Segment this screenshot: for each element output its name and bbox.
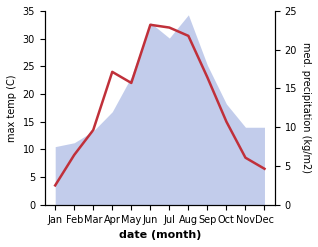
Y-axis label: med. precipitation (kg/m2): med. precipitation (kg/m2) — [301, 42, 311, 173]
Y-axis label: max temp (C): max temp (C) — [7, 74, 17, 142]
X-axis label: date (month): date (month) — [119, 230, 201, 240]
